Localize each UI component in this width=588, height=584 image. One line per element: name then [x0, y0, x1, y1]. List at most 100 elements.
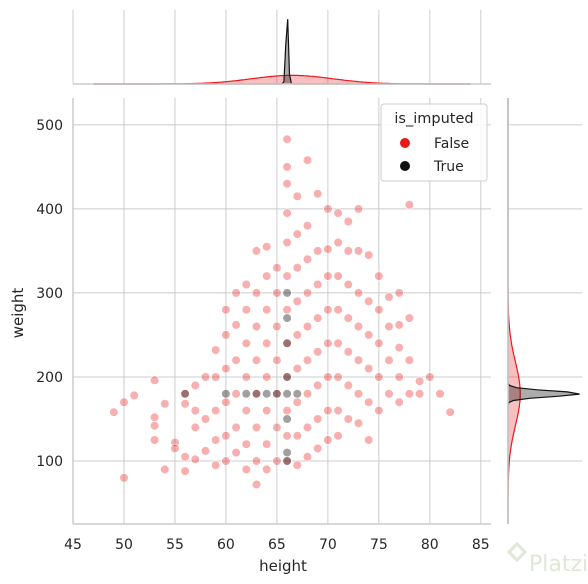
marginal-y-line-false	[507, 98, 521, 524]
scatter-point-false	[262, 439, 272, 449]
scatter-point-false	[211, 406, 221, 416]
scatter-point-false	[221, 330, 231, 340]
scatter-point-true	[282, 372, 292, 382]
scatter-point-false	[170, 443, 180, 454]
scatter-point-true	[180, 389, 190, 399]
scatter-point-false	[180, 399, 190, 409]
scatter-point-false	[364, 364, 374, 374]
scatter-point-false	[282, 237, 292, 248]
scatter-point-false	[302, 389, 313, 399]
scatter-point-false	[302, 452, 313, 462]
scatter-point-false	[333, 406, 343, 416]
scatter-point-false	[241, 439, 251, 449]
scatter-point-false	[231, 355, 241, 365]
scatter-point-false	[394, 343, 404, 353]
scatter-point-false	[302, 221, 313, 231]
scatter-point-false	[343, 246, 353, 256]
scatter-point-false	[221, 431, 231, 441]
scatter-point-false	[241, 372, 251, 382]
scatter-point-false	[353, 355, 364, 365]
scatter-point-false	[251, 246, 262, 256]
scatter-point-true	[282, 456, 292, 466]
scatter-point-false	[282, 134, 292, 144]
scatter-point-false	[323, 338, 333, 348]
scatter-point-false	[302, 288, 313, 298]
watermark: Platzi	[506, 541, 588, 577]
scatter-point-false	[404, 355, 415, 365]
scatter-point-false	[374, 406, 384, 416]
scatter-point-false	[292, 460, 302, 470]
legend-title: is_imputed	[394, 111, 473, 127]
scatter-point-false	[241, 338, 251, 348]
scatter-point-false	[323, 305, 333, 315]
scatter-point-false	[282, 271, 292, 281]
scatter-point-true	[251, 389, 262, 399]
scatter-point-false	[211, 435, 221, 445]
scatter-point-false	[262, 338, 272, 348]
scatter-point-false	[404, 200, 415, 210]
scatter-point-false	[374, 305, 384, 315]
scatter-point-false	[353, 418, 364, 428]
scatter-point-false	[343, 347, 353, 357]
scatter-point-true	[221, 389, 231, 399]
scatter-point-false	[109, 407, 119, 417]
scatter-point-false	[292, 191, 302, 201]
scatter-point-false	[262, 305, 272, 315]
scatter-point-false	[292, 431, 302, 441]
scatter-point-false	[211, 460, 221, 470]
scatter-point-false	[292, 364, 302, 374]
scatter-point-false	[445, 407, 455, 417]
x-axis-title: height	[259, 557, 307, 575]
watermark-text: Platzi	[529, 552, 588, 577]
marginal-y-line-true	[507, 98, 580, 524]
marginal-x-fill-false	[93, 75, 471, 84]
marginal-x-fill-true	[93, 19, 471, 85]
scatter-point-false	[333, 338, 343, 348]
x-tick-label: 75	[370, 537, 388, 553]
scatter-point-false	[384, 321, 394, 332]
x-tick-label: 65	[268, 537, 286, 553]
scatter-point-false	[251, 479, 262, 490]
scatter-point-false	[374, 338, 384, 348]
scatter-point-false	[251, 355, 262, 365]
scatter-point-false	[241, 406, 251, 416]
scatter-point-false	[353, 389, 364, 399]
scatter-point-false	[374, 271, 384, 281]
scatter-point-false	[323, 372, 333, 382]
x-tick-label: 85	[472, 537, 490, 553]
scatter-point-true	[282, 338, 292, 348]
x-tick-labels: 45 50 55 60 65 70 75 80 85	[64, 537, 490, 553]
scatter-point-false	[180, 452, 190, 462]
legend-label-true: True	[433, 159, 464, 175]
scatter-point-false	[282, 162, 292, 172]
scatter-point-false	[160, 399, 170, 409]
scatter-point-false	[119, 397, 129, 407]
scatter-point-false	[292, 296, 302, 306]
scatter-point-false	[364, 250, 374, 260]
scatter-point-false	[313, 246, 323, 256]
scatter-point-false	[272, 355, 282, 365]
y-tick-label: 500	[36, 118, 63, 134]
scatter-point-false	[364, 330, 374, 340]
scatter-point-false	[425, 372, 435, 382]
scatter-point-false	[241, 464, 251, 475]
scatter-point-false	[221, 305, 231, 315]
scatter-point-false	[150, 375, 160, 385]
scatter-point-false	[353, 246, 364, 256]
marginal-y-fill-true	[508, 98, 580, 524]
scatter-point-false	[180, 466, 190, 476]
y-axis-title: weight	[9, 288, 27, 339]
x-tick-label: 50	[115, 537, 133, 553]
x-tick-label: 70	[319, 537, 337, 553]
scatter-point-false	[241, 305, 251, 315]
scatter-point-false	[251, 422, 262, 433]
scatter-point-false	[394, 372, 404, 382]
scatter-point-true	[272, 389, 282, 399]
scatter-point-false	[404, 313, 415, 323]
scatter-point-false	[313, 414, 323, 424]
scatter-point-false	[343, 414, 353, 424]
axes-spines	[72, 83, 509, 525]
scatter-point-false	[231, 320, 241, 330]
scatter-point-false	[302, 321, 313, 332]
